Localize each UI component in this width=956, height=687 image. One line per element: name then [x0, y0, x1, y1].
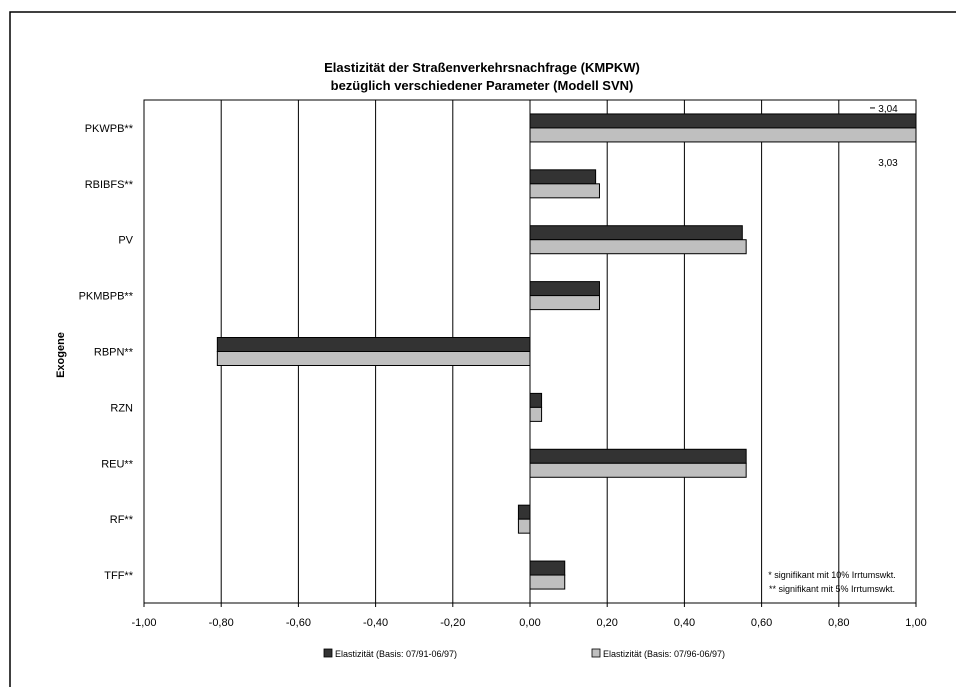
bar-series-1 [529, 113, 917, 129]
y-axis-label: Exogene [55, 332, 67, 378]
legend-swatch-series-1 [323, 648, 333, 658]
x-tick-label: -1,00 [131, 617, 156, 629]
category-label: RBPN** [94, 347, 134, 359]
x-tick-label: -0,80 [209, 617, 234, 629]
x-tick-label: 1,00 [905, 617, 926, 629]
legend-swatch-series-2 [591, 648, 601, 658]
chart-subtitle: bezüglich verschiedener Parameter (Model… [331, 78, 634, 93]
category-label: RZN [110, 402, 133, 414]
bar-series-2 [529, 295, 600, 311]
x-tick-label: 0,60 [751, 617, 772, 629]
bar-series-2 [529, 239, 747, 255]
bar-series-2 [529, 462, 747, 478]
x-tick-label: 0,20 [596, 617, 617, 629]
x-tick-label: -0,40 [363, 617, 388, 629]
bar-series-2 [529, 127, 917, 143]
category-label: REU** [101, 458, 134, 470]
axis-labels: -1,00 -0,80 -0,60 -0,40 -0,20 0,00 0,20 0,40 0,6… [79, 104, 927, 629]
category-label: PV [118, 235, 133, 247]
chart-title: Elastizität der Straßenverkehrsnachfrage… [324, 60, 640, 75]
bar-series-1 [216, 337, 531, 352]
category-label: RF** [110, 514, 134, 526]
bar-series-1 [529, 225, 743, 241]
bar-series-1 [529, 281, 600, 297]
x-tick-label: -0,20 [440, 617, 465, 629]
bar-series-2 [529, 406, 543, 422]
bar-series-2 [216, 351, 531, 366]
bar-series-2 [517, 518, 531, 534]
bar-series-1 [517, 504, 531, 520]
x-tick-label: 0,00 [519, 617, 540, 629]
legend-label-series-2: Elastizität (Basis: 07/96-06/97) [603, 649, 725, 659]
category-label: RBIBFS** [85, 179, 134, 191]
bars [216, 113, 917, 590]
significance-note-10: * signifikant mit 10% Irrtumswkt. [768, 570, 896, 580]
legend-label-series-1: Elastizität (Basis: 07/91-06/97) [335, 649, 457, 659]
category-label: PKWPB** [85, 123, 134, 135]
category-label: TFF** [104, 570, 133, 582]
bar-series-1 [529, 448, 747, 464]
x-tick-label: 0,80 [828, 617, 849, 629]
bar-series-2 [529, 574, 566, 590]
category-label: PKMBPB** [79, 291, 134, 303]
bar-series-1 [529, 169, 597, 185]
significance-note-5: ** signifikant mit 5% Irrtumswkt. [769, 584, 895, 594]
annotation-value-series-1: 3,04 [878, 104, 898, 115]
x-tick-label: 0,40 [674, 617, 695, 629]
bar-series-1 [529, 392, 543, 408]
x-tick-label: -0,60 [286, 617, 311, 629]
annotation-value-series-2: 3,03 [878, 158, 898, 169]
bar-series-2 [529, 183, 600, 199]
bar-series-1 [529, 560, 566, 576]
